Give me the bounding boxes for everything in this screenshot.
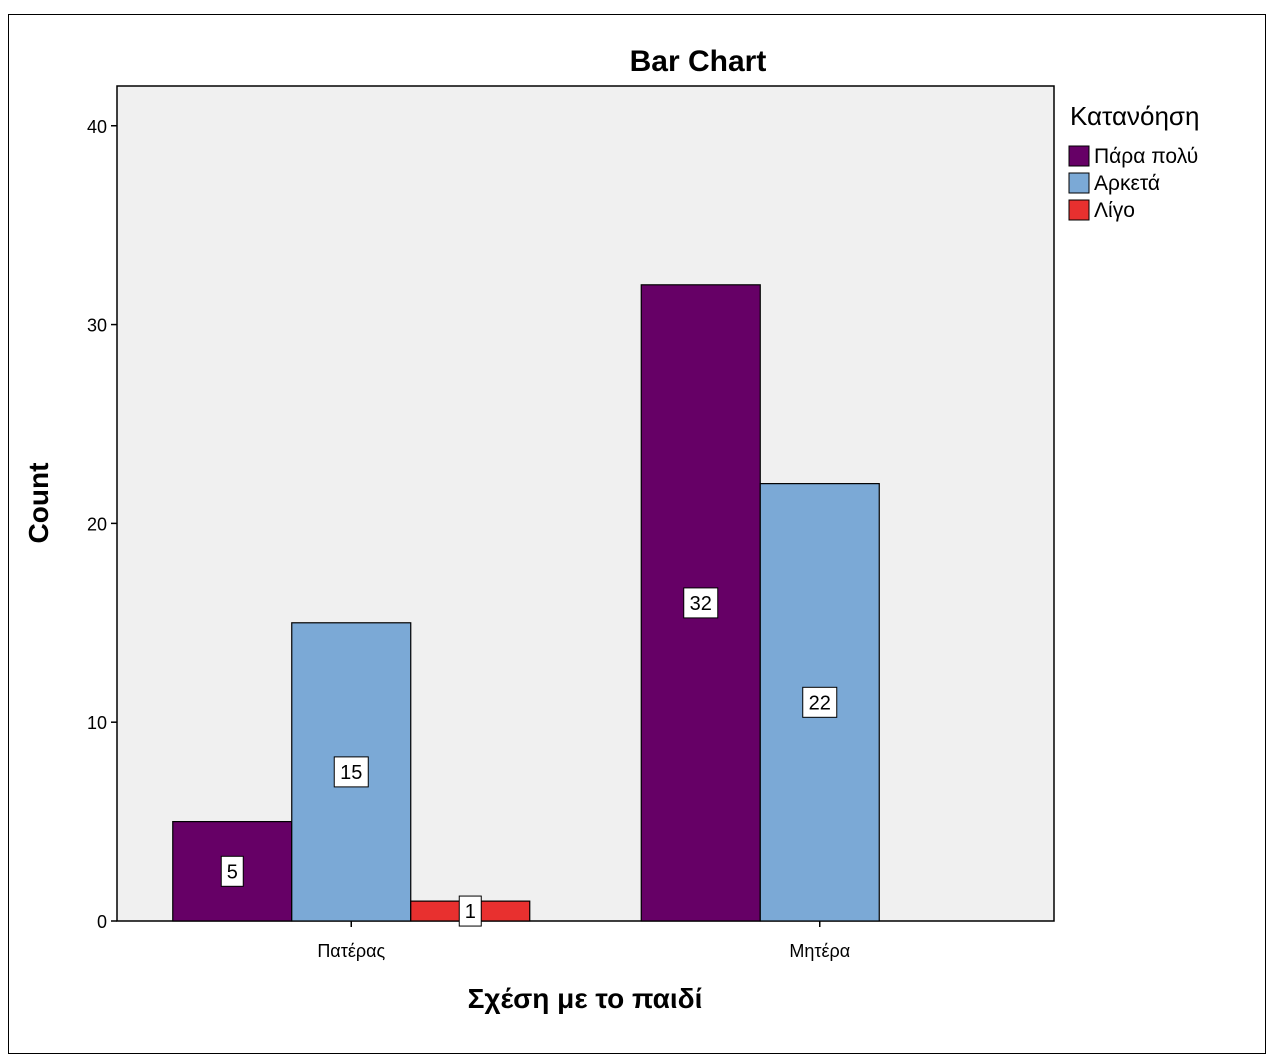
data-label: 5: [227, 861, 238, 883]
plot-area: [116, 85, 1055, 922]
data-labels: 5 15 1 32 22: [220, 587, 838, 927]
y-axis-title: Count: [23, 463, 54, 544]
legend-title: Κατανόηση: [1070, 101, 1199, 131]
legend-label: Λίγο: [1094, 199, 1135, 222]
x-tick-label: Μητέρα: [789, 941, 850, 961]
chart-title: Bar Chart: [630, 45, 767, 78]
legend-label: Αρκετά: [1094, 172, 1160, 195]
y-tick-label: 0: [97, 912, 107, 932]
data-label-box: [683, 587, 719, 619]
data-label-box: [333, 756, 369, 788]
legend-swatch: [1068, 172, 1090, 194]
x-tick-label: Πατέρας: [317, 941, 385, 961]
data-label-box: [458, 895, 482, 927]
y-tick-label: 10: [87, 713, 107, 733]
data-label: 1: [465, 901, 476, 923]
data-label: 15: [340, 762, 362, 784]
y-axis: 0 10 20 30 40: [87, 117, 117, 932]
y-tick-label: 40: [87, 117, 107, 137]
data-label: 32: [690, 593, 712, 615]
y-tick-label: 30: [87, 316, 107, 336]
legend-swatch: [1068, 199, 1090, 221]
data-label-box: [220, 855, 244, 887]
data-label-box: [802, 686, 838, 718]
legend: Κατανόηση Πάρα πολύ Αρκετά Λίγο: [1068, 101, 1199, 222]
y-tick-label: 20: [87, 514, 107, 534]
x-axis-title: Σχέση με το παιδί: [468, 983, 703, 1014]
legend-swatch: [1068, 145, 1090, 167]
legend-items: Πάρα πολύ Αρκετά Λίγο: [1068, 145, 1198, 222]
x-axis: Πατέρας Μητέρα: [317, 921, 850, 961]
legend-label: Πάρα πολύ: [1094, 145, 1198, 168]
data-label: 22: [809, 692, 831, 714]
